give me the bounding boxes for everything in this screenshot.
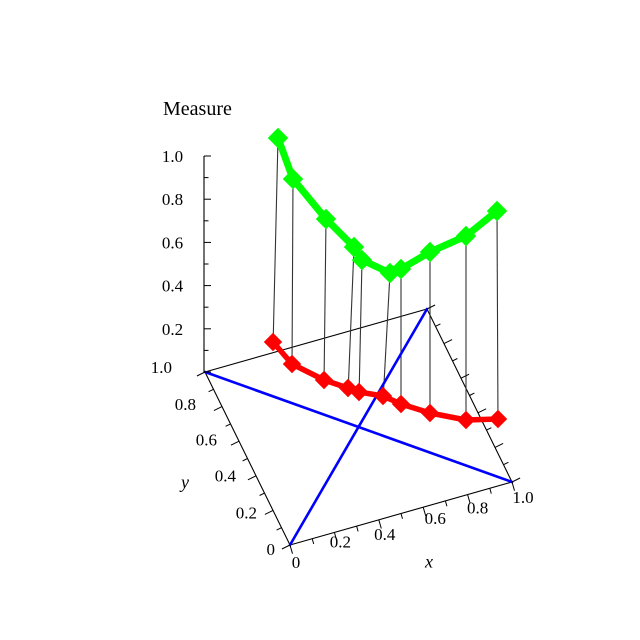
svg-text:0.6: 0.6 [425, 509, 446, 528]
svg-text:0.2: 0.2 [162, 320, 183, 339]
svg-text:0.4: 0.4 [215, 466, 237, 485]
svg-text:y: y [179, 472, 189, 492]
svg-text:0.8: 0.8 [175, 395, 196, 414]
svg-text:1.0: 1.0 [512, 488, 533, 507]
svg-text:0.8: 0.8 [467, 499, 488, 518]
svg-text:0.2: 0.2 [330, 532, 351, 551]
svg-text:1.0: 1.0 [162, 147, 183, 166]
svg-text:0.4: 0.4 [374, 525, 396, 544]
svg-text:0.6: 0.6 [162, 233, 183, 252]
svg-text:0: 0 [267, 540, 276, 559]
svg-text:0.2: 0.2 [236, 503, 257, 522]
svg-text:0.8: 0.8 [162, 190, 183, 209]
svg-text:0.4: 0.4 [162, 277, 184, 296]
svg-text:0.6: 0.6 [196, 431, 217, 450]
svg-text:1.0: 1.0 [151, 358, 172, 377]
svg-text:0: 0 [292, 553, 301, 572]
svg-text:x: x [424, 552, 433, 572]
svg-text:Measure: Measure [163, 98, 232, 120]
